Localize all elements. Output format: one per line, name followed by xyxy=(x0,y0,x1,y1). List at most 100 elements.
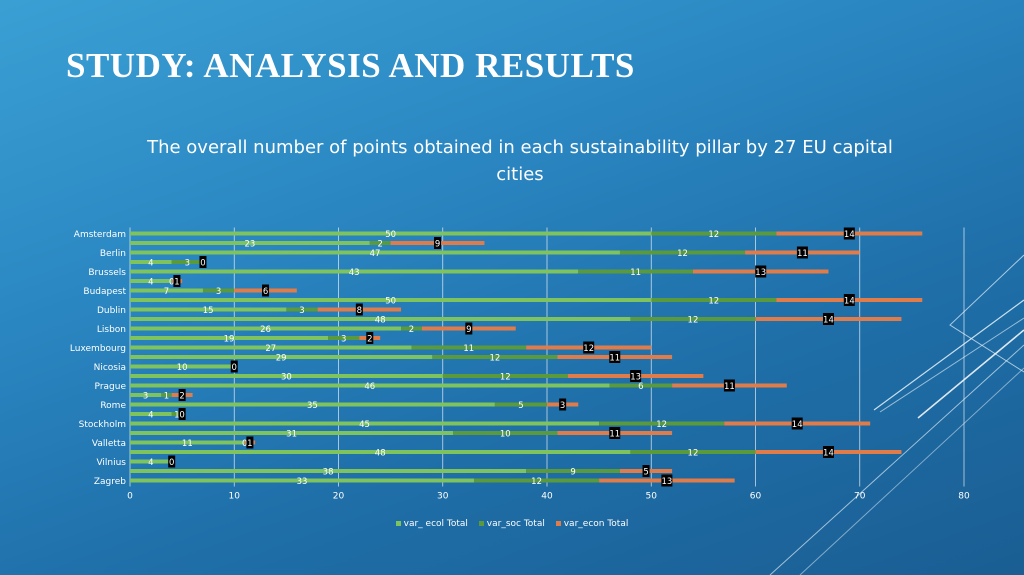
data-label-soc-row-23: 0 xyxy=(242,439,247,449)
data-label-ecol-row-25: 4 xyxy=(148,458,153,468)
data-label-ecol-row-6: 4 xyxy=(148,277,153,287)
data-label-soc-row-1: 12 xyxy=(708,230,719,240)
data-label-bg-econ-row-6 xyxy=(173,275,181,287)
legend-item-soc: var_soc Total xyxy=(478,519,545,529)
data-label-econ-row-8: 14 xyxy=(844,296,855,306)
bar-ecol-row-8 xyxy=(130,298,652,302)
data-label-bg-econ-row-20 xyxy=(178,408,186,420)
data-label-soc-row-9: 3 xyxy=(299,306,304,316)
data-label-econ-row-5: 13 xyxy=(755,268,766,278)
data-label-bg-econ-row-11 xyxy=(465,322,473,335)
data-label-ecol-row-8: 50 xyxy=(385,296,396,306)
bar-ecol-row-10 xyxy=(130,317,631,321)
data-label-soc-row-22: 10 xyxy=(500,429,511,439)
data-label-bg-econ-row-12 xyxy=(366,332,374,344)
data-label-ecol-row-3: 47 xyxy=(370,249,381,259)
chart-legend: var_ ecol Total var_soc Total var_econ T… xyxy=(0,519,1024,529)
x-tick-label-60: 60 xyxy=(750,492,762,502)
data-label-soc-row-8: 12 xyxy=(708,296,719,306)
data-label-bg-econ-row-19 xyxy=(559,398,567,411)
bar-ecol-row-2 xyxy=(130,241,370,245)
x-tick-label-80: 80 xyxy=(958,492,970,502)
bar-soc-row-3 xyxy=(619,250,746,255)
data-label-econ-row-6: 1 xyxy=(174,277,179,287)
category-label-zagreb: Zagreb xyxy=(94,477,126,487)
data-label-ecol-row-15: 10 xyxy=(177,363,188,373)
data-label-econ-row-7: 6 xyxy=(263,287,268,297)
category-label-budapest: Budapest xyxy=(83,287,126,297)
data-label-bg-econ-row-22 xyxy=(609,427,621,439)
data-label-ecol-row-11: 26 xyxy=(260,325,271,335)
bar-ecol-row-5 xyxy=(130,269,579,274)
bar-soc-row-19 xyxy=(494,402,547,407)
bar-ecol-row-9 xyxy=(130,307,287,312)
data-label-econ-row-15: 0 xyxy=(232,363,237,373)
data-label-econ-row-17: 11 xyxy=(724,382,735,392)
data-label-econ-row-27: 13 xyxy=(661,477,672,487)
x-tick-label-70: 70 xyxy=(854,492,866,502)
bar-ecol-row-11 xyxy=(130,326,402,331)
data-label-ecol-row-19: 35 xyxy=(307,401,318,411)
data-label-soc-row-5: 11 xyxy=(630,268,641,278)
bar-ecol-row-20 xyxy=(130,412,172,416)
bar-ecol-row-12 xyxy=(130,336,329,340)
data-label-bg-econ-row-26 xyxy=(642,465,650,477)
data-label-bg-econ-row-2 xyxy=(434,237,442,249)
data-label-soc-row-24: 12 xyxy=(688,448,699,458)
x-tick-label-10: 10 xyxy=(229,492,241,502)
data-label-bg-econ-row-9 xyxy=(355,303,363,316)
data-label-econ-row-4: 0 xyxy=(200,258,205,268)
data-label-bg-econ-row-23 xyxy=(246,436,254,449)
bar-soc-row-1 xyxy=(651,231,777,236)
legend-label-ecol: var_ ecol Total xyxy=(403,519,468,529)
bar-soc-row-5 xyxy=(578,269,693,274)
bar-soc-row-14 xyxy=(432,355,558,359)
data-label-soc-row-13: 11 xyxy=(463,344,474,354)
data-label-econ-row-1: 14 xyxy=(844,230,855,240)
data-label-econ-row-18: 2 xyxy=(179,391,184,401)
data-label-ecol-row-9: 15 xyxy=(203,306,214,316)
data-label-bg-econ-row-18 xyxy=(178,389,186,401)
data-label-bg-econ-row-24 xyxy=(822,446,834,458)
bar-ecol-row-26 xyxy=(130,469,527,473)
legend-swatch-econ xyxy=(555,521,561,526)
category-label-valletta: Valletta xyxy=(92,439,126,449)
data-label-bg-econ-row-7 xyxy=(262,284,270,297)
data-label-econ-row-26: 5 xyxy=(643,467,648,477)
bar-soc-row-2 xyxy=(369,241,391,245)
data-label-soc-row-2: 2 xyxy=(377,239,382,249)
data-label-bg-econ-row-5 xyxy=(755,265,767,278)
bar-ecol-row-24 xyxy=(130,450,631,454)
data-label-bg-econ-row-10 xyxy=(822,313,834,325)
category-label-nicosia: Nicosia xyxy=(94,363,126,373)
data-label-soc-row-18: 1 xyxy=(164,391,169,401)
bar-soc-row-12 xyxy=(328,336,360,340)
bar-soc-row-21 xyxy=(599,421,725,426)
bar-ecol-row-14 xyxy=(130,355,433,359)
data-label-econ-row-13: 12 xyxy=(583,344,594,354)
bar-soc-row-8 xyxy=(651,298,777,302)
data-label-ecol-row-24: 48 xyxy=(375,448,386,458)
data-label-ecol-row-13: 27 xyxy=(265,344,276,354)
data-label-econ-row-19: 3 xyxy=(560,401,565,411)
bar-ecol-row-22 xyxy=(130,431,454,435)
data-label-soc-row-20: 1 xyxy=(174,410,179,420)
category-label-lisbon: Lisbon xyxy=(97,325,126,335)
data-label-bg-econ-row-13 xyxy=(583,341,595,354)
data-label-ecol-row-4: 4 xyxy=(148,258,153,268)
data-label-soc-row-4: 3 xyxy=(185,258,190,268)
data-label-econ-row-14: 11 xyxy=(609,353,620,363)
data-label-econ-row-20: 0 xyxy=(179,410,184,420)
legend-swatch-soc xyxy=(478,521,484,526)
bar-ecol-row-27 xyxy=(130,478,475,483)
data-label-econ-row-16: 13 xyxy=(630,372,641,382)
bar-soc-row-26 xyxy=(526,469,620,473)
legend-label-econ: var_econ Total xyxy=(563,519,629,529)
bar-soc-row-9 xyxy=(286,307,318,312)
data-label-soc-row-7: 3 xyxy=(216,287,221,297)
data-label-econ-row-21: 14 xyxy=(792,420,803,430)
data-label-econ-row-3: 11 xyxy=(797,249,808,259)
legend-swatch-ecol xyxy=(395,521,401,526)
data-label-bg-econ-row-16 xyxy=(630,370,642,382)
bar-soc-row-22 xyxy=(453,431,558,435)
